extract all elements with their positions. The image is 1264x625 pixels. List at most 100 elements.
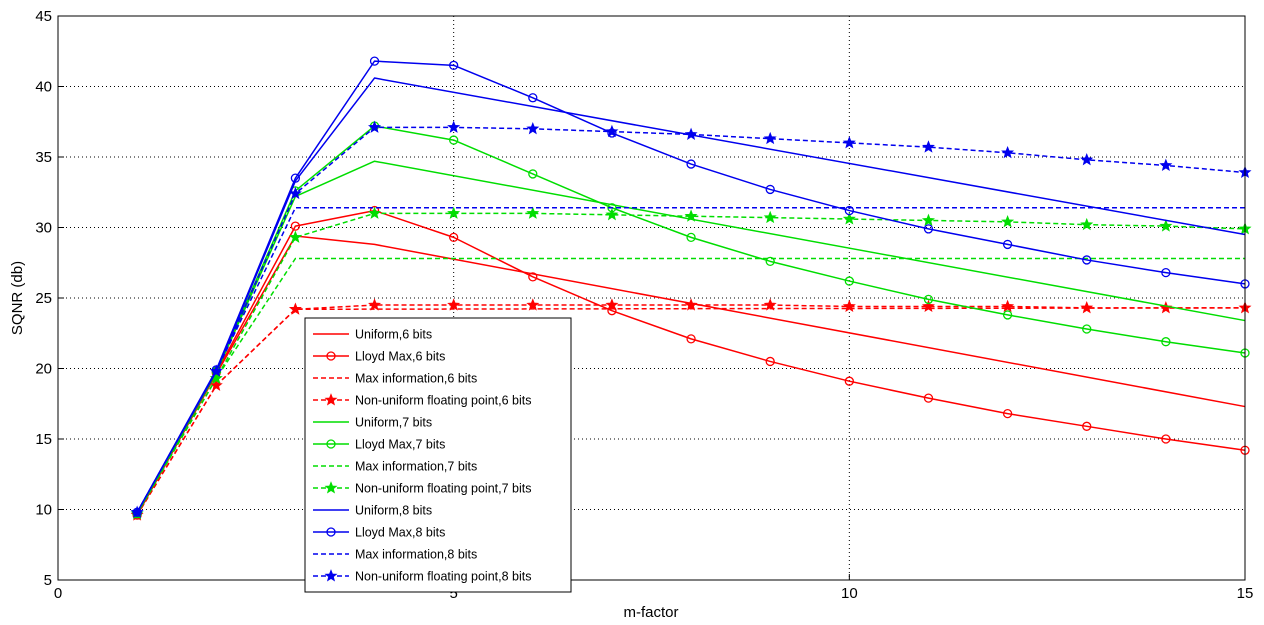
data-point-circle — [765, 256, 775, 266]
series-layer — [130, 56, 1252, 521]
data-point-circle — [923, 224, 934, 234]
legend-marker-star — [324, 569, 338, 582]
data-point-star — [842, 136, 856, 149]
data-point-circle — [1082, 324, 1092, 334]
legend-entry: Uniform,8 bits — [313, 504, 432, 518]
data-point-circle — [528, 93, 538, 103]
legend-entry: Lloyd Max,6 bits — [313, 350, 445, 364]
data-point-star — [1001, 215, 1015, 228]
data-point-star — [1159, 158, 1173, 171]
legend-label: Max information,6 bits — [355, 372, 477, 386]
data-point-circle — [765, 184, 775, 195]
data-point-circle — [844, 205, 854, 216]
y-tick-label: 25 — [35, 290, 52, 307]
legend-entry: Max information,6 bits — [313, 372, 477, 386]
legend-marker-circle — [326, 351, 336, 361]
data-point-star — [1080, 152, 1094, 166]
data-point-star — [526, 298, 540, 311]
legend-entry: Uniform,6 bits — [313, 328, 432, 342]
data-point-circle — [449, 232, 459, 243]
data-point-star — [288, 230, 302, 243]
y-tick-label: 45 — [35, 8, 52, 25]
legend-marker-circle — [326, 527, 336, 537]
data-point-circle — [1002, 408, 1013, 419]
data-point-circle — [1161, 434, 1171, 444]
legend-entry: Non-uniform floating point,8 bits — [313, 569, 531, 584]
series-line — [136, 212, 1246, 515]
legend-label: Lloyd Max,6 bits — [355, 350, 445, 364]
data-point-star — [605, 207, 619, 221]
legend-entry: Max information,7 bits — [313, 460, 477, 474]
data-point-star — [288, 186, 302, 200]
data-point-star — [368, 206, 382, 219]
legend-label: Uniform,8 bits — [355, 504, 432, 518]
data-point-circle — [844, 376, 854, 386]
data-point-star — [763, 131, 777, 145]
data-point-star — [368, 120, 382, 133]
legend-label: Non-uniform floating point,7 bits — [355, 482, 531, 496]
series-line — [136, 209, 1246, 516]
data-point-star — [684, 127, 698, 140]
data-point-circle — [686, 232, 696, 243]
legend-entry: Lloyd Max,7 bits — [313, 438, 445, 452]
legend-marker-star — [324, 481, 338, 494]
data-point-star — [921, 213, 935, 226]
series-line — [136, 125, 1246, 515]
data-point-circle — [844, 276, 854, 286]
legend-label: Max information,8 bits — [355, 548, 477, 562]
data-point-circle — [290, 221, 301, 231]
x-tick-label: 5 — [449, 585, 457, 602]
legend-label: Uniform,7 bits — [355, 416, 432, 430]
data-point-star — [605, 124, 619, 138]
data-point-star — [1001, 299, 1015, 312]
data-point-star — [684, 209, 698, 222]
data-point-star — [1001, 145, 1015, 159]
data-point-circle — [528, 272, 538, 282]
data-point-star — [842, 299, 856, 312]
legend-label: Lloyd Max,8 bits — [355, 526, 445, 540]
y-tick-label: 5 — [44, 572, 52, 589]
x-tick-label: 15 — [1237, 585, 1254, 602]
data-point-star — [447, 206, 461, 219]
data-point-star — [209, 378, 223, 391]
legend-label: Lloyd Max,7 bits — [355, 438, 445, 452]
legend-label: Non-uniform floating point,8 bits — [355, 570, 531, 584]
data-point-star — [842, 212, 856, 225]
data-point-star — [605, 298, 619, 311]
data-point-star — [526, 121, 540, 135]
y-axis-label: SQNR (db) — [9, 261, 26, 335]
data-point-circle — [1082, 255, 1092, 265]
data-point-star — [763, 298, 777, 311]
data-point-circle — [449, 60, 459, 70]
y-tick-label: 40 — [35, 79, 52, 96]
data-point-star — [1080, 217, 1094, 231]
data-point-circle — [1002, 310, 1013, 320]
data-point-star — [447, 120, 461, 133]
legend-entry: Max information,8 bits — [313, 548, 477, 562]
data-point-circle — [686, 159, 696, 169]
legend-label: Non-uniform floating point,6 bits — [355, 394, 531, 408]
legend-entry: Non-uniform floating point,6 bits — [313, 393, 531, 408]
data-point-circle — [290, 173, 301, 183]
data-point-star — [1080, 301, 1094, 314]
legend-entry: Non-uniform floating point,7 bits — [313, 481, 531, 496]
x-tick-label: 10 — [841, 585, 858, 602]
legend-box — [304, 317, 572, 593]
series-max-information-7-bits — [136, 257, 1245, 515]
data-point-star — [684, 298, 698, 311]
data-point-star — [921, 299, 935, 312]
data-point-star — [130, 505, 144, 518]
data-point-circle — [449, 135, 459, 145]
y-tick-label: 30 — [35, 220, 52, 237]
series-line — [136, 257, 1245, 515]
x-tick-label: 0 — [54, 585, 62, 602]
data-point-star — [209, 364, 223, 377]
legend-label: Uniform,6 bits — [355, 328, 432, 342]
legend-marker-circle — [326, 439, 336, 449]
y-tick-label: 20 — [35, 361, 52, 378]
series-lloyd-max-8-bits — [132, 56, 1250, 517]
data-point-circle — [1161, 337, 1171, 347]
legend-entry: Uniform,7 bits — [313, 416, 432, 430]
data-point-star — [526, 206, 540, 219]
